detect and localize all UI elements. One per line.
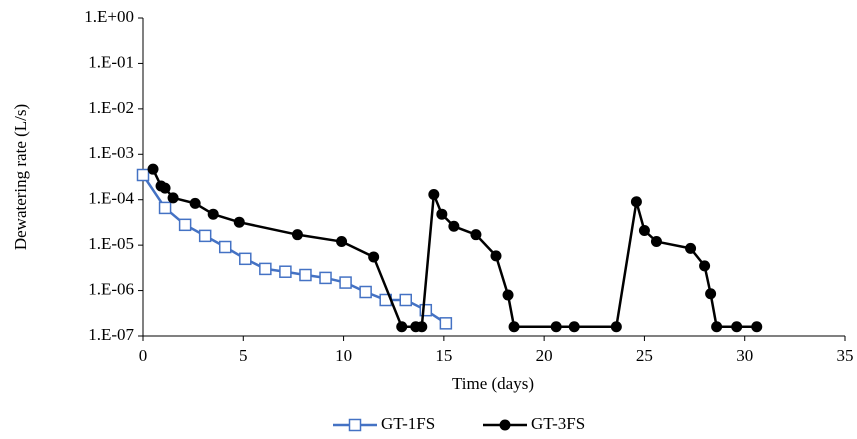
series-line: [141, 174, 447, 325]
data-point: [399, 293, 412, 307]
data-point: [291, 229, 303, 241]
data-point: [189, 197, 201, 209]
series-line: [151, 168, 757, 328]
x-tick-label: 30: [736, 346, 753, 365]
data-point: [650, 236, 662, 248]
legend-label: GT-3FS: [531, 414, 585, 433]
legend-label: GT-1FS: [381, 414, 435, 433]
data-point: [630, 196, 642, 208]
data-point: [368, 251, 380, 263]
data-point: [705, 288, 717, 300]
x-tick-label: 25: [636, 346, 653, 365]
legend-marker: [348, 418, 362, 432]
y-tick-label: 1.E-01: [88, 52, 134, 71]
x-tick-label: 10: [335, 346, 352, 365]
y-tick-label: 1.E-03: [88, 143, 134, 162]
x-axis-label: Time (days): [452, 374, 534, 393]
data-point: [339, 276, 352, 289]
data-point: [158, 201, 172, 215]
data-point: [731, 321, 743, 333]
data-point: [439, 317, 453, 330]
data-point: [336, 236, 348, 248]
data-point: [508, 321, 520, 333]
y-tick-label: 1.E-04: [88, 189, 134, 208]
data-point: [610, 321, 622, 333]
y-tick-label: 1.E-05: [88, 234, 134, 253]
data-point: [568, 321, 580, 333]
data-point: [448, 220, 460, 232]
data-point: [239, 252, 252, 266]
data-point: [136, 168, 150, 182]
data-point: [436, 208, 448, 220]
y-tick-label: 1.E-02: [88, 98, 134, 117]
x-tick-label: 35: [837, 346, 854, 365]
data-point: [490, 250, 502, 262]
data-point: [233, 216, 245, 228]
data-point: [428, 189, 440, 201]
data-point: [178, 218, 192, 232]
x-tick-label: 0: [139, 346, 148, 365]
data-point: [470, 229, 482, 241]
y-tick-label: 1.E-06: [88, 279, 134, 298]
data-point: [396, 321, 408, 333]
data-point: [751, 321, 763, 333]
data-point: [638, 225, 650, 237]
data-point: [147, 163, 159, 175]
data-point: [198, 229, 212, 243]
data-point: [416, 321, 428, 333]
data-point: [207, 208, 219, 220]
data-point: [550, 321, 562, 333]
data-point: [218, 240, 232, 254]
data-point: [502, 289, 514, 301]
y-tick-label: 1.E-07: [88, 325, 134, 344]
data-point: [299, 268, 312, 282]
y-tick-label: 1.E+00: [84, 7, 134, 26]
data-point: [685, 242, 697, 254]
y-axis-label: Dewatering rate (L/s): [11, 104, 30, 250]
x-tick-label: 20: [536, 346, 553, 365]
data-point: [279, 265, 292, 278]
data-point: [319, 271, 332, 285]
x-tick-label: 15: [435, 346, 452, 365]
data-point: [711, 321, 723, 333]
data-point: [419, 303, 433, 317]
data-point: [159, 182, 171, 194]
data-point: [167, 192, 179, 204]
legend-marker: [499, 419, 511, 431]
x-tick-label: 5: [239, 346, 248, 365]
data-point: [359, 285, 372, 299]
data-point: [259, 262, 272, 276]
data-point: [699, 260, 711, 272]
